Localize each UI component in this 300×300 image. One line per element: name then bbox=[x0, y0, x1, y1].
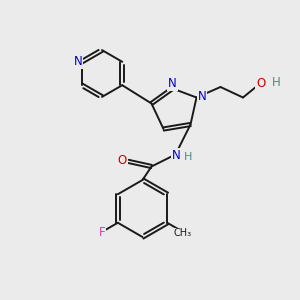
Text: H: H bbox=[272, 76, 280, 89]
Text: H: H bbox=[184, 152, 192, 163]
Text: N: N bbox=[168, 76, 177, 90]
Text: O: O bbox=[256, 77, 266, 90]
Text: F: F bbox=[99, 226, 105, 239]
Text: N: N bbox=[197, 89, 206, 103]
Text: O: O bbox=[118, 154, 127, 167]
Text: CH₃: CH₃ bbox=[174, 228, 192, 239]
Text: N: N bbox=[74, 55, 82, 68]
Text: N: N bbox=[172, 148, 181, 162]
